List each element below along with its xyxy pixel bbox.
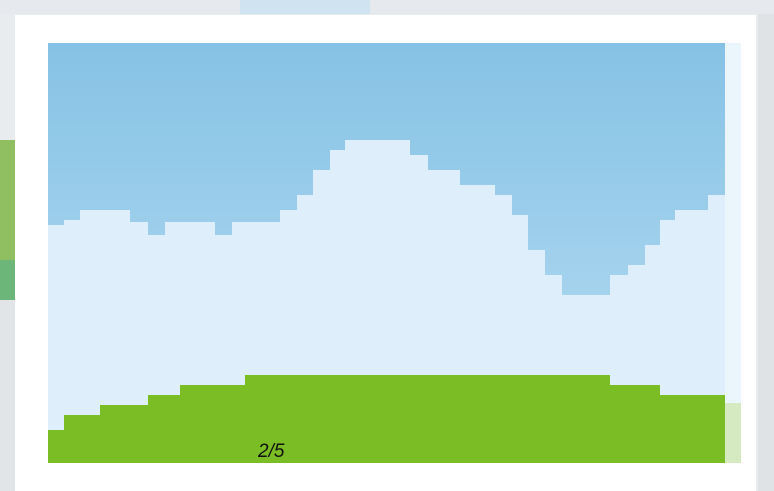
left-thumb-lower <box>0 260 15 300</box>
backdrop-and-image <box>0 0 774 491</box>
right-strip <box>758 14 774 491</box>
image-edge-grass <box>725 403 741 463</box>
image-edge <box>725 43 741 403</box>
top-bar <box>0 0 774 14</box>
screen: {"lightbox": {"counter": "2/5"}} 2/5 (()… <box>0 0 774 491</box>
lightbox-image <box>48 43 741 463</box>
left-strip <box>0 300 15 491</box>
slide-counter: 2/5 <box>258 441 284 463</box>
top-bar-thumb <box>240 0 370 14</box>
